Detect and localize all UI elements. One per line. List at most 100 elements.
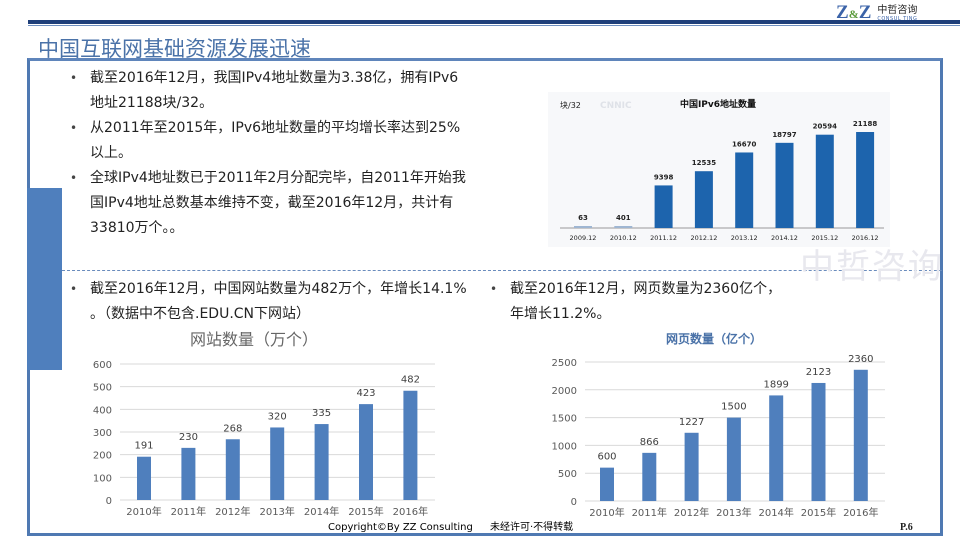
copyright-notice: 未经许可·不得转载 bbox=[490, 522, 574, 533]
website-y-tick: 600 bbox=[93, 360, 112, 371]
website-data-label: 191 bbox=[134, 441, 153, 452]
webpage-data-label: 1227 bbox=[679, 417, 704, 428]
ipv6-chart-title: 中国IPv6地址数量 bbox=[680, 98, 756, 110]
webpage-bar bbox=[726, 417, 741, 501]
side-accent-block bbox=[27, 188, 62, 370]
ipv6-data-label: 16670 bbox=[732, 140, 756, 148]
webpage-x-tick: 2012年 bbox=[674, 506, 709, 519]
website-x-tick: 2014年 bbox=[304, 505, 339, 518]
website-bar bbox=[359, 404, 373, 500]
cnnic-watermark: CNNIC bbox=[600, 101, 632, 111]
ipv6-x-tick: 2014.12 bbox=[771, 234, 798, 242]
webpage-bar bbox=[642, 452, 657, 501]
ipv6-data-label: 12535 bbox=[692, 159, 716, 167]
website-x-tick: 2011年 bbox=[171, 505, 206, 518]
website-x-tick: 2015年 bbox=[348, 505, 383, 518]
website-data-label: 230 bbox=[179, 432, 198, 443]
bullet: 从2011年至2015年，IPv6地址数量的平均增长率达到25%以上。 bbox=[70, 116, 470, 166]
webpage-x-tick: 2014年 bbox=[758, 506, 793, 519]
website-bar bbox=[225, 439, 240, 500]
website-y-tick: 400 bbox=[93, 405, 112, 416]
website-data-label: 335 bbox=[312, 408, 331, 419]
ipv6-bar bbox=[735, 152, 754, 228]
ipv6-bar bbox=[654, 185, 673, 228]
webpage-y-tick: 2000 bbox=[552, 386, 577, 397]
website-y-tick: 0 bbox=[106, 496, 112, 507]
website-chart-title: 网站数量（万个） bbox=[190, 330, 319, 349]
website-data-label: 423 bbox=[356, 388, 375, 399]
webpage-y-tick: 0 bbox=[571, 497, 577, 508]
webpage-bar bbox=[853, 369, 868, 501]
website-bar bbox=[270, 427, 285, 500]
webpage-data-label: 866 bbox=[640, 437, 659, 448]
website-bar bbox=[181, 447, 196, 500]
ipv6-x-tick: 2011.12 bbox=[650, 234, 677, 242]
website-x-tick: 2012年 bbox=[215, 505, 250, 518]
website-y-tick: 200 bbox=[93, 451, 112, 462]
header-rule-thin bbox=[28, 25, 960, 26]
website-x-tick: 2016年 bbox=[393, 505, 428, 518]
website-bar bbox=[314, 424, 329, 500]
ipv6-data-label: 63 bbox=[578, 214, 588, 222]
webpage-chart-title: 网页数量（亿个） bbox=[666, 332, 763, 346]
logo-en: CONSUL TING bbox=[877, 15, 918, 22]
ipv6-x-tick: 2016.12 bbox=[852, 234, 879, 242]
website-y-tick: 300 bbox=[93, 428, 112, 439]
ipv6-ylabel: 块/32 bbox=[560, 100, 581, 110]
ipv6-data-label: 401 bbox=[616, 214, 631, 222]
ipv6-data-label: 20594 bbox=[813, 123, 837, 131]
website-y-tick: 500 bbox=[93, 383, 112, 394]
webpage-bullets: 截至2016年12月，网页数量为2360亿个，年增长11.2%。 bbox=[490, 277, 795, 327]
webpage-y-tick: 500 bbox=[558, 469, 577, 480]
ipv6-x-tick: 2013.12 bbox=[731, 234, 758, 242]
webpage-x-tick: 2013年 bbox=[716, 506, 751, 519]
watermark: 中哲咨询 bbox=[800, 247, 944, 287]
webpage-data-label: 1899 bbox=[763, 379, 788, 390]
dashed-divider bbox=[62, 270, 942, 271]
ipv6-data-label: 21188 bbox=[853, 120, 877, 128]
bullet: 全球IPv4地址数已于2011年2月分配完毕，自2011年开始我国IPv4地址总… bbox=[70, 166, 470, 241]
website-bar bbox=[137, 456, 151, 500]
webpage-x-tick: 2011年 bbox=[632, 506, 667, 519]
bullet: 截至2016年12月，我国IPv4地址数量为3.38亿，拥有IPv6地址2118… bbox=[70, 66, 470, 116]
ipv6-bar bbox=[775, 142, 794, 228]
ipv6-bar bbox=[856, 132, 875, 228]
webpage-y-tick: 1000 bbox=[552, 441, 577, 452]
website-bullets: 截至2016年12月，中国网站数量为482万个，年增长14.1% 。（数据中不包… bbox=[70, 277, 475, 327]
ipv-bullets: 截至2016年12月，我国IPv4地址数量为3.38亿，拥有IPv6地址2118… bbox=[70, 66, 470, 241]
webpage-bar bbox=[811, 382, 826, 501]
webpage-data-label: 2360 bbox=[848, 354, 873, 365]
website-bar bbox=[403, 390, 418, 500]
website-y-tick: 100 bbox=[93, 473, 112, 484]
website-x-tick: 2010年 bbox=[126, 505, 161, 518]
webpage-x-tick: 2010年 bbox=[589, 506, 624, 519]
webpage-data-label: 2123 bbox=[806, 367, 831, 378]
ipv6-bar bbox=[694, 171, 713, 228]
webpage-y-tick: 2500 bbox=[552, 358, 577, 369]
webpage-x-tick: 2016年 bbox=[843, 506, 878, 519]
logo-mark: Z&Z bbox=[836, 2, 872, 23]
webpage-bar bbox=[769, 395, 784, 501]
webpage-bar bbox=[684, 432, 699, 501]
logo: Z&Z 中哲咨询 CONSUL TING bbox=[836, 2, 917, 24]
copyright: Copyright©By ZZ Consulting bbox=[328, 522, 473, 533]
bullet: 截至2016年12月，网页数量为2360亿个，年增长11.2%。 bbox=[490, 277, 795, 327]
webpage-data-label: 1500 bbox=[721, 402, 746, 413]
ipv6-data-label: 18797 bbox=[772, 131, 796, 139]
webpage-data-label: 600 bbox=[597, 452, 616, 463]
website-data-label: 482 bbox=[401, 375, 420, 386]
webpage-bar bbox=[600, 467, 614, 501]
webpage-y-tick: 1500 bbox=[552, 414, 577, 425]
webpage-x-tick: 2015年 bbox=[801, 506, 836, 519]
ipv6-x-tick: 2012.12 bbox=[690, 234, 717, 242]
slide-title: 中国互联网基础资源发展迅速 bbox=[38, 37, 311, 61]
ipv6-x-tick: 2010.12 bbox=[610, 234, 637, 242]
page-number: P.6 bbox=[900, 522, 913, 533]
ipv6-chart-background bbox=[548, 92, 890, 247]
ipv6-bar bbox=[815, 134, 834, 228]
website-x-tick: 2013年 bbox=[259, 505, 294, 518]
header-rule bbox=[28, 20, 960, 24]
ipv6-bar bbox=[614, 226, 633, 228]
ipv6-x-tick: 2009.12 bbox=[570, 234, 597, 242]
